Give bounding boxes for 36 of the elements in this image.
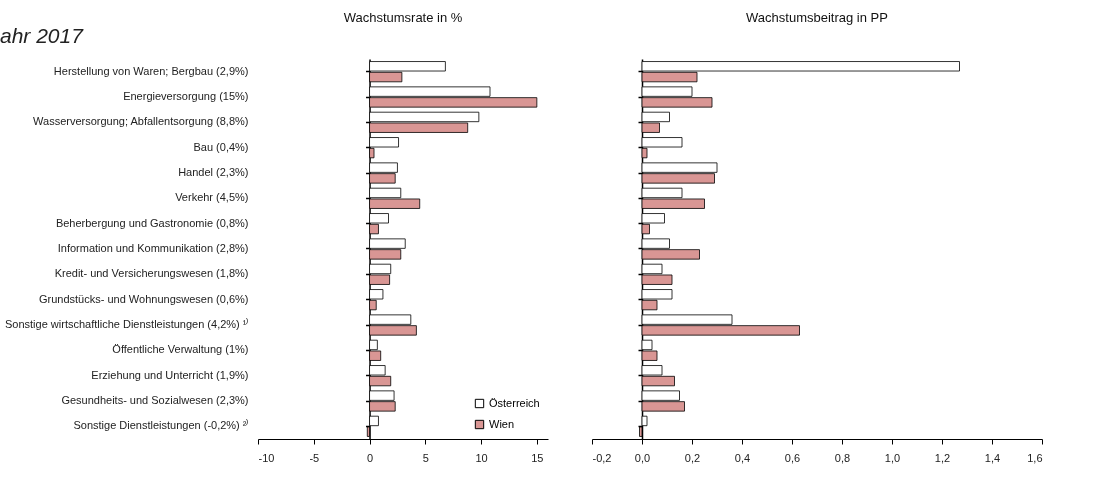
x-tick-label: 0,8 bbox=[834, 451, 851, 464]
y-tick-label: Sonstige wirtschaftliche Dienstleistungen (4,2%) ¹⁾ bbox=[4, 318, 249, 330]
chart-title: Wachstumsbeitrag in PP bbox=[746, 10, 888, 25]
text: ahr 2017 bbox=[0, 24, 83, 48]
x-tick-label: 0,0 bbox=[634, 451, 651, 464]
y-tick-label: Öffentliche Verwaltung (1%) bbox=[112, 343, 249, 356]
x-tick-label: -5 bbox=[309, 451, 320, 464]
x-tick-label: 0 bbox=[366, 451, 374, 464]
y-tick-label: Wasserversorgung; Abfallentsorgung (8,8%) bbox=[33, 115, 249, 128]
chart-title: Wachstumsrate in % bbox=[343, 10, 463, 25]
x-tick-label: 0,6 bbox=[784, 451, 801, 464]
legend-label: Österreich bbox=[489, 396, 540, 409]
x-tick-label: 0,4 bbox=[734, 451, 751, 464]
y-tick-label: Erziehung und Unterricht (1,9%) bbox=[91, 368, 249, 381]
legend-label: Wien bbox=[489, 417, 515, 430]
x-tick-label: 1,0 bbox=[884, 451, 901, 464]
y-tick-label: Information und Kommunikation (2,8%) bbox=[57, 242, 249, 254]
x-tick-label: 1,4 bbox=[984, 451, 1001, 464]
x-tick-label: 10 bbox=[475, 451, 488, 464]
y-tick-label: Beherbergung und Gastronomie (0,8%) bbox=[55, 216, 249, 229]
y-tick-label: Herstellung von Waren; Bergbau (2,9%) bbox=[53, 64, 249, 77]
y-tick-label: Handel (2,3%) bbox=[178, 166, 249, 178]
y-tick-label: Grundstücks- und Wohnungswesen (0,6%) bbox=[38, 292, 249, 305]
y-tick-label: Verkehr (4,5%) bbox=[175, 191, 249, 204]
y-tick-label: Energieversorgung (15%) bbox=[123, 90, 249, 102]
x-tick-label: 1,2 bbox=[934, 451, 951, 464]
x-tick-label: 1,6 bbox=[1027, 451, 1043, 464]
y-tick-label: Sonstige Dienstleistungen (-0,2%) ²⁾ bbox=[73, 419, 249, 432]
y-tick-label: Gesundheits- und Sozialwesen (2,3%) bbox=[61, 394, 249, 406]
x-tick-label: 5 bbox=[422, 451, 429, 464]
x-tick-label: -0,2 bbox=[592, 451, 612, 464]
x-tick-label: -10 bbox=[258, 451, 275, 464]
x-tick-label: 15 bbox=[531, 451, 544, 464]
y-tick-label: Bau (0,4%) bbox=[193, 140, 249, 153]
y-tick-label: Kredit- und Versicherungswesen (1,8%) bbox=[54, 267, 249, 280]
x-tick-label: 0,2 bbox=[684, 451, 701, 464]
